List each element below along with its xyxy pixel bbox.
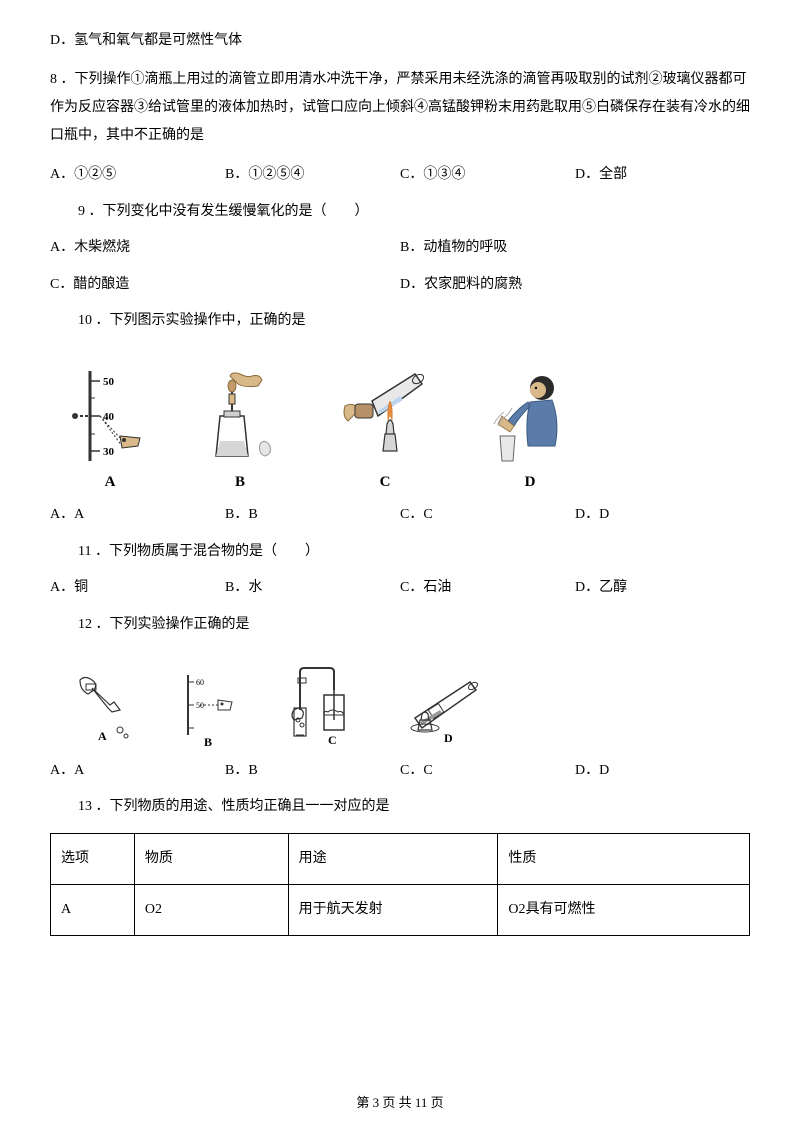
q13-stem: 13 ．下列物质的用途、性质均正确且一一对应的是 bbox=[50, 796, 750, 818]
svg-text:30: 30 bbox=[103, 446, 115, 458]
th-use: 用途 bbox=[288, 833, 498, 884]
option-d-text: D．氢气和氧气都是可燃性气体 bbox=[50, 30, 750, 52]
svg-text:D: D bbox=[444, 731, 453, 745]
q12-stem: 12 ．下列实验操作正确的是 bbox=[50, 614, 750, 636]
q10-fig-b: B bbox=[190, 366, 290, 494]
q10-label-a: A bbox=[105, 470, 116, 494]
svg-text:C: C bbox=[328, 733, 337, 747]
q10-fig-c: C bbox=[330, 356, 440, 494]
q12-opt-b: B．B bbox=[225, 760, 400, 782]
q10-fig-a: 50 40 30 A bbox=[70, 366, 150, 494]
q11-opt-b: B．水 bbox=[225, 577, 400, 599]
q10-label-c: C bbox=[380, 470, 391, 494]
table-header-row: 选项 物质 用途 性质 bbox=[51, 833, 750, 884]
q8-stem: 8 ．下列操作①滴瓶上用过的滴管立即用清水冲洗干净，严禁采用未经洗涤的滴管再吸取… bbox=[50, 66, 750, 150]
cell-a-use: 用于航天发射 bbox=[288, 885, 498, 936]
q10-label-b: B bbox=[235, 470, 245, 494]
q8-options: A．①②⑤ B．①②⑤④ C．①③④ D．全部 bbox=[50, 164, 750, 186]
q9-opt-b: B．动植物的呼吸 bbox=[400, 237, 750, 259]
q11-opt-a: A．铜 bbox=[50, 577, 225, 599]
q10-opt-b: B．B bbox=[225, 504, 400, 526]
q8-opt-b: B．①②⑤④ bbox=[225, 164, 400, 186]
th-substance: 物质 bbox=[134, 833, 288, 884]
q10-opt-a: A．A bbox=[50, 504, 225, 526]
cell-a-opt: A bbox=[51, 885, 135, 936]
q12-opt-a: A．A bbox=[50, 760, 225, 782]
q12-fig-b: 60 50 B bbox=[170, 670, 250, 750]
q12-fig-d: D bbox=[400, 670, 500, 750]
q9-options-row1: A．木柴燃烧 B．动植物的呼吸 bbox=[50, 237, 750, 259]
q10-figures: 50 40 30 A B bbox=[50, 346, 750, 494]
svg-text:B: B bbox=[204, 735, 212, 749]
cell-a-sub: O2 bbox=[134, 885, 288, 936]
q9-opt-d: D．农家肥料的腐熟 bbox=[400, 274, 750, 296]
q11-opt-c: C．石油 bbox=[400, 577, 575, 599]
q12-opt-d: D．D bbox=[575, 760, 750, 782]
q11-stem: 11 ．下列物质属于混合物的是（ ） bbox=[50, 541, 750, 563]
q10-stem: 10 ．下列图示实验操作中，正确的是 bbox=[50, 310, 750, 332]
table-row: A O2 用于航天发射 O2具有可燃性 bbox=[51, 885, 750, 936]
svg-text:A: A bbox=[98, 729, 107, 743]
q11-opt-d: D．乙醇 bbox=[575, 577, 750, 599]
q12-fig-a: A bbox=[70, 670, 140, 750]
q12-fig-c: C bbox=[280, 660, 370, 750]
q12-opt-c: C．C bbox=[400, 760, 575, 782]
q13-table: 选项 物质 用途 性质 A O2 用于航天发射 O2具有可燃性 bbox=[50, 833, 750, 937]
svg-text:60: 60 bbox=[196, 678, 204, 687]
q8-opt-d: D．全部 bbox=[575, 164, 750, 186]
q10-fig-d: D bbox=[480, 366, 580, 494]
q8-opt-c: C．①③④ bbox=[400, 164, 575, 186]
page-footer: 第 3 页 共 11 页 bbox=[0, 1093, 800, 1114]
q10-label-d: D bbox=[525, 470, 536, 494]
svg-text:50: 50 bbox=[103, 376, 115, 388]
svg-text:40: 40 bbox=[103, 411, 115, 423]
q9-options-row2: C．醋的酿造 D．农家肥料的腐熟 bbox=[50, 274, 750, 296]
q10-opt-d: D．D bbox=[575, 504, 750, 526]
q9-opt-a: A．木柴燃烧 bbox=[50, 237, 400, 259]
q12-options: A．A B．B C．C D．D bbox=[50, 760, 750, 782]
q12-figures: A 60 50 B C bbox=[50, 650, 750, 750]
th-property: 性质 bbox=[498, 833, 750, 884]
th-option: 选项 bbox=[51, 833, 135, 884]
q11-options: A．铜 B．水 C．石油 D．乙醇 bbox=[50, 577, 750, 599]
q10-opt-c: C．C bbox=[400, 504, 575, 526]
q9-opt-c: C．醋的酿造 bbox=[50, 274, 400, 296]
q9-stem: 9 ．下列变化中没有发生缓慢氧化的是（ ） bbox=[50, 201, 750, 223]
q10-options: A．A B．B C．C D．D bbox=[50, 504, 750, 526]
q8-opt-a: A．①②⑤ bbox=[50, 164, 225, 186]
cell-a-prop: O2具有可燃性 bbox=[498, 885, 750, 936]
